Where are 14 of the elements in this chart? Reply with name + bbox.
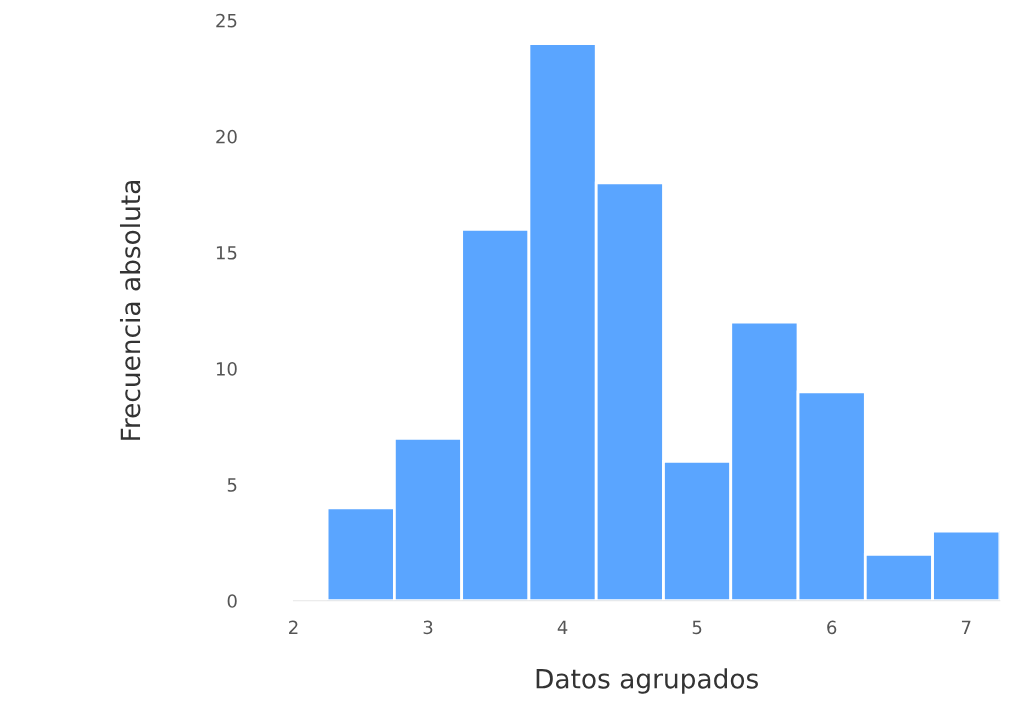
x-tick-label: 6 bbox=[827, 620, 837, 635]
y-tick-label: 20 bbox=[216, 129, 237, 144]
x-tick-label: 3 bbox=[423, 620, 433, 635]
y-tick-label: 15 bbox=[216, 246, 237, 260]
y-tick-label: 10 bbox=[216, 362, 237, 376]
x-tick-label: 4 bbox=[557, 620, 568, 634]
x-axis-title: Datos agrupados bbox=[536, 668, 758, 694]
x-tick-label: 2 bbox=[289, 620, 298, 634]
y-tick-label: 0 bbox=[227, 594, 237, 608]
x-tick-label: 7 bbox=[961, 620, 971, 634]
y-tick-label: 25 bbox=[216, 13, 237, 28]
y-tick-label: 5 bbox=[227, 478, 237, 492]
y-axis-title: Frecuencia absoluta bbox=[119, 181, 141, 440]
x-tick-label: 5 bbox=[692, 620, 702, 635]
